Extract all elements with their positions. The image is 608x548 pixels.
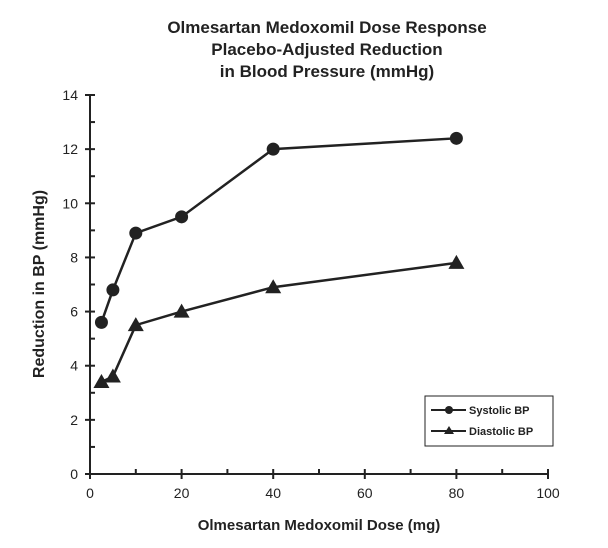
systolic-point	[266, 142, 280, 156]
x-tick-label: 100	[536, 485, 560, 501]
y-tick-label: 4	[70, 358, 78, 374]
diastolic-point	[173, 303, 190, 318]
title-line-1: Olmesartan Medoxomil Dose Response	[167, 18, 486, 37]
systolic-point	[449, 131, 463, 145]
legend-marker-systolic	[445, 406, 453, 414]
legend-marker-diastolic	[444, 426, 454, 434]
y-tick-label: 0	[70, 466, 78, 482]
x-axis-label: Olmesartan Medoxomil Dose (mg)	[198, 517, 441, 534]
y-tick-label: 8	[70, 249, 78, 265]
y-tick-label: 14	[62, 87, 78, 103]
legend-label-systolic: Systolic BP	[469, 405, 530, 417]
y-tick-label: 12	[62, 141, 78, 157]
x-tick-label: 20	[174, 485, 190, 501]
diastolic-point	[93, 373, 110, 388]
systolic-point	[129, 226, 143, 240]
title-line-3: in Blood Pressure (mmHg)	[220, 62, 434, 81]
systolic-point	[94, 315, 108, 329]
chart-title: Olmesartan Medoxomil Dose Response Place…	[167, 18, 486, 81]
x-tick-label: 80	[449, 485, 465, 501]
y-tick-label: 2	[70, 412, 78, 428]
y-tick-label: 10	[62, 195, 78, 211]
legend: Systolic BP Diastolic BP	[424, 395, 554, 447]
legend-box	[424, 395, 554, 447]
systolic-point	[175, 210, 189, 224]
y-tick-label: 6	[70, 304, 78, 320]
y-axis-label: Reduction in BP (mmHg)	[31, 190, 48, 378]
legend-label-diastolic: Diastolic BP	[469, 426, 533, 438]
diastolic-point	[448, 254, 465, 269]
x-tick-label: 60	[357, 485, 373, 501]
series-line-systolic	[100, 137, 457, 323]
diastolic-point	[104, 368, 121, 383]
x-tick-label: 40	[265, 485, 281, 501]
title-line-2: Placebo-Adjusted Reduction	[211, 40, 442, 59]
diastolic-point	[127, 317, 144, 332]
diastolic-point	[265, 279, 282, 294]
series-line-diastolic	[100, 261, 457, 384]
x-tick-label: 0	[86, 485, 94, 501]
systolic-point	[106, 283, 120, 297]
